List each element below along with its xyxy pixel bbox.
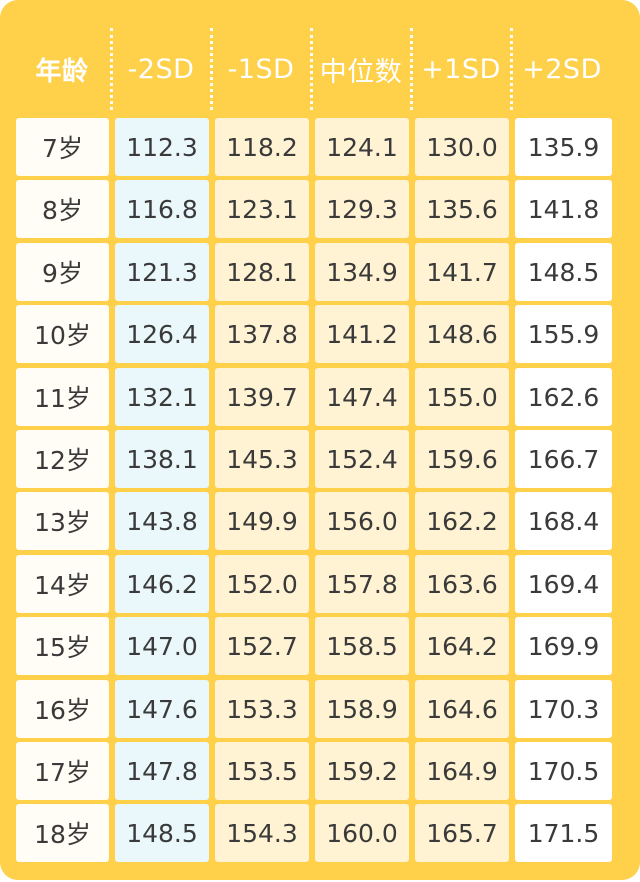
cell-age: 14岁 bbox=[16, 555, 109, 613]
cell-plus-2sd: 171.5 bbox=[515, 804, 612, 862]
cell-median: 124.1 bbox=[315, 118, 409, 176]
cell-minus-1sd: 128.1 bbox=[215, 243, 309, 301]
cell-plus-1sd: 164.2 bbox=[415, 617, 509, 675]
cell-plus-2sd: 135.9 bbox=[515, 118, 612, 176]
cell-minus-2sd: 147.6 bbox=[115, 680, 209, 738]
cell-minus-1sd: 153.5 bbox=[215, 742, 309, 800]
cell-plus-1sd: 164.9 bbox=[415, 742, 509, 800]
cell-median: 158.9 bbox=[315, 680, 409, 738]
cell-age: 16岁 bbox=[16, 680, 109, 738]
cell-age: 10岁 bbox=[16, 305, 109, 363]
cell-plus-2sd: 166.7 bbox=[515, 430, 612, 488]
cell-minus-1sd: 153.3 bbox=[215, 680, 309, 738]
cell-minus-1sd: 118.2 bbox=[215, 118, 309, 176]
cell-plus-2sd: 170.3 bbox=[515, 680, 612, 738]
cell-minus-2sd: 132.1 bbox=[115, 368, 209, 426]
cell-median: 160.0 bbox=[315, 804, 409, 862]
cell-age: 8岁 bbox=[16, 180, 109, 238]
cell-minus-2sd: 116.8 bbox=[115, 180, 209, 238]
cell-minus-1sd: 149.9 bbox=[215, 492, 309, 550]
header-median: 中位数 bbox=[319, 56, 403, 88]
header-divider bbox=[110, 28, 113, 110]
cell-minus-1sd: 154.3 bbox=[215, 804, 309, 862]
header-divider bbox=[210, 28, 213, 110]
cell-median: 159.2 bbox=[315, 742, 409, 800]
cell-plus-2sd: 141.8 bbox=[515, 180, 612, 238]
cell-minus-1sd: 137.8 bbox=[215, 305, 309, 363]
cell-plus-1sd: 148.6 bbox=[415, 305, 509, 363]
cell-plus-2sd: 162.6 bbox=[515, 368, 612, 426]
cell-age: 18岁 bbox=[16, 804, 109, 862]
cell-median: 158.5 bbox=[315, 617, 409, 675]
cell-median: 134.9 bbox=[315, 243, 409, 301]
cell-minus-1sd: 139.7 bbox=[215, 368, 309, 426]
cell-age: 11岁 bbox=[16, 368, 109, 426]
header-minus-1sd: -1SD bbox=[227, 53, 295, 85]
cell-median: 141.2 bbox=[315, 305, 409, 363]
cell-plus-1sd: 163.6 bbox=[415, 555, 509, 613]
header-age: 年龄 bbox=[35, 56, 89, 87]
cell-minus-2sd: 143.8 bbox=[115, 492, 209, 550]
cell-age: 15岁 bbox=[16, 617, 109, 675]
cell-minus-2sd: 121.3 bbox=[115, 243, 209, 301]
cell-median: 156.0 bbox=[315, 492, 409, 550]
cell-plus-2sd: 148.5 bbox=[515, 243, 612, 301]
cell-plus-1sd: 165.7 bbox=[415, 804, 509, 862]
cell-minus-1sd: 152.0 bbox=[215, 555, 309, 613]
cell-age: 9岁 bbox=[16, 243, 109, 301]
header-plus-1sd: +1SD bbox=[421, 53, 501, 85]
header-divider bbox=[310, 28, 313, 110]
cell-plus-1sd: 162.2 bbox=[415, 492, 509, 550]
cell-minus-1sd: 152.7 bbox=[215, 617, 309, 675]
cell-age: 13岁 bbox=[16, 492, 109, 550]
cell-plus-1sd: 141.7 bbox=[415, 243, 509, 301]
cell-plus-1sd: 159.6 bbox=[415, 430, 509, 488]
cell-age: 12岁 bbox=[16, 430, 109, 488]
cell-age: 17岁 bbox=[16, 742, 109, 800]
cell-minus-2sd: 148.5 bbox=[115, 804, 209, 862]
cell-age: 7岁 bbox=[16, 118, 109, 176]
cell-plus-1sd: 164.6 bbox=[415, 680, 509, 738]
cell-plus-2sd: 169.9 bbox=[515, 617, 612, 675]
cell-minus-2sd: 146.2 bbox=[115, 555, 209, 613]
header-minus-2sd: -2SD bbox=[127, 53, 195, 85]
cell-plus-2sd: 170.5 bbox=[515, 742, 612, 800]
cell-plus-1sd: 155.0 bbox=[415, 368, 509, 426]
cell-median: 157.8 bbox=[315, 555, 409, 613]
cell-minus-1sd: 123.1 bbox=[215, 180, 309, 238]
header-divider bbox=[410, 28, 413, 110]
cell-plus-2sd: 155.9 bbox=[515, 305, 612, 363]
cell-plus-2sd: 168.4 bbox=[515, 492, 612, 550]
cell-median: 147.4 bbox=[315, 368, 409, 426]
cell-minus-2sd: 147.8 bbox=[115, 742, 209, 800]
cell-plus-1sd: 135.6 bbox=[415, 180, 509, 238]
cell-minus-2sd: 126.4 bbox=[115, 305, 209, 363]
header-plus-2sd: +2SD bbox=[522, 53, 602, 85]
cell-minus-2sd: 112.3 bbox=[115, 118, 209, 176]
cell-minus-2sd: 147.0 bbox=[115, 617, 209, 675]
cell-minus-2sd: 138.1 bbox=[115, 430, 209, 488]
cell-plus-2sd: 169.4 bbox=[515, 555, 612, 613]
cell-median: 129.3 bbox=[315, 180, 409, 238]
table-header: 年龄 -2SD -1SD 中位数 +1SD +2SD bbox=[0, 22, 640, 116]
header-divider bbox=[510, 28, 513, 110]
cell-plus-1sd: 130.0 bbox=[415, 118, 509, 176]
cell-minus-1sd: 145.3 bbox=[215, 430, 309, 488]
cell-median: 152.4 bbox=[315, 430, 409, 488]
